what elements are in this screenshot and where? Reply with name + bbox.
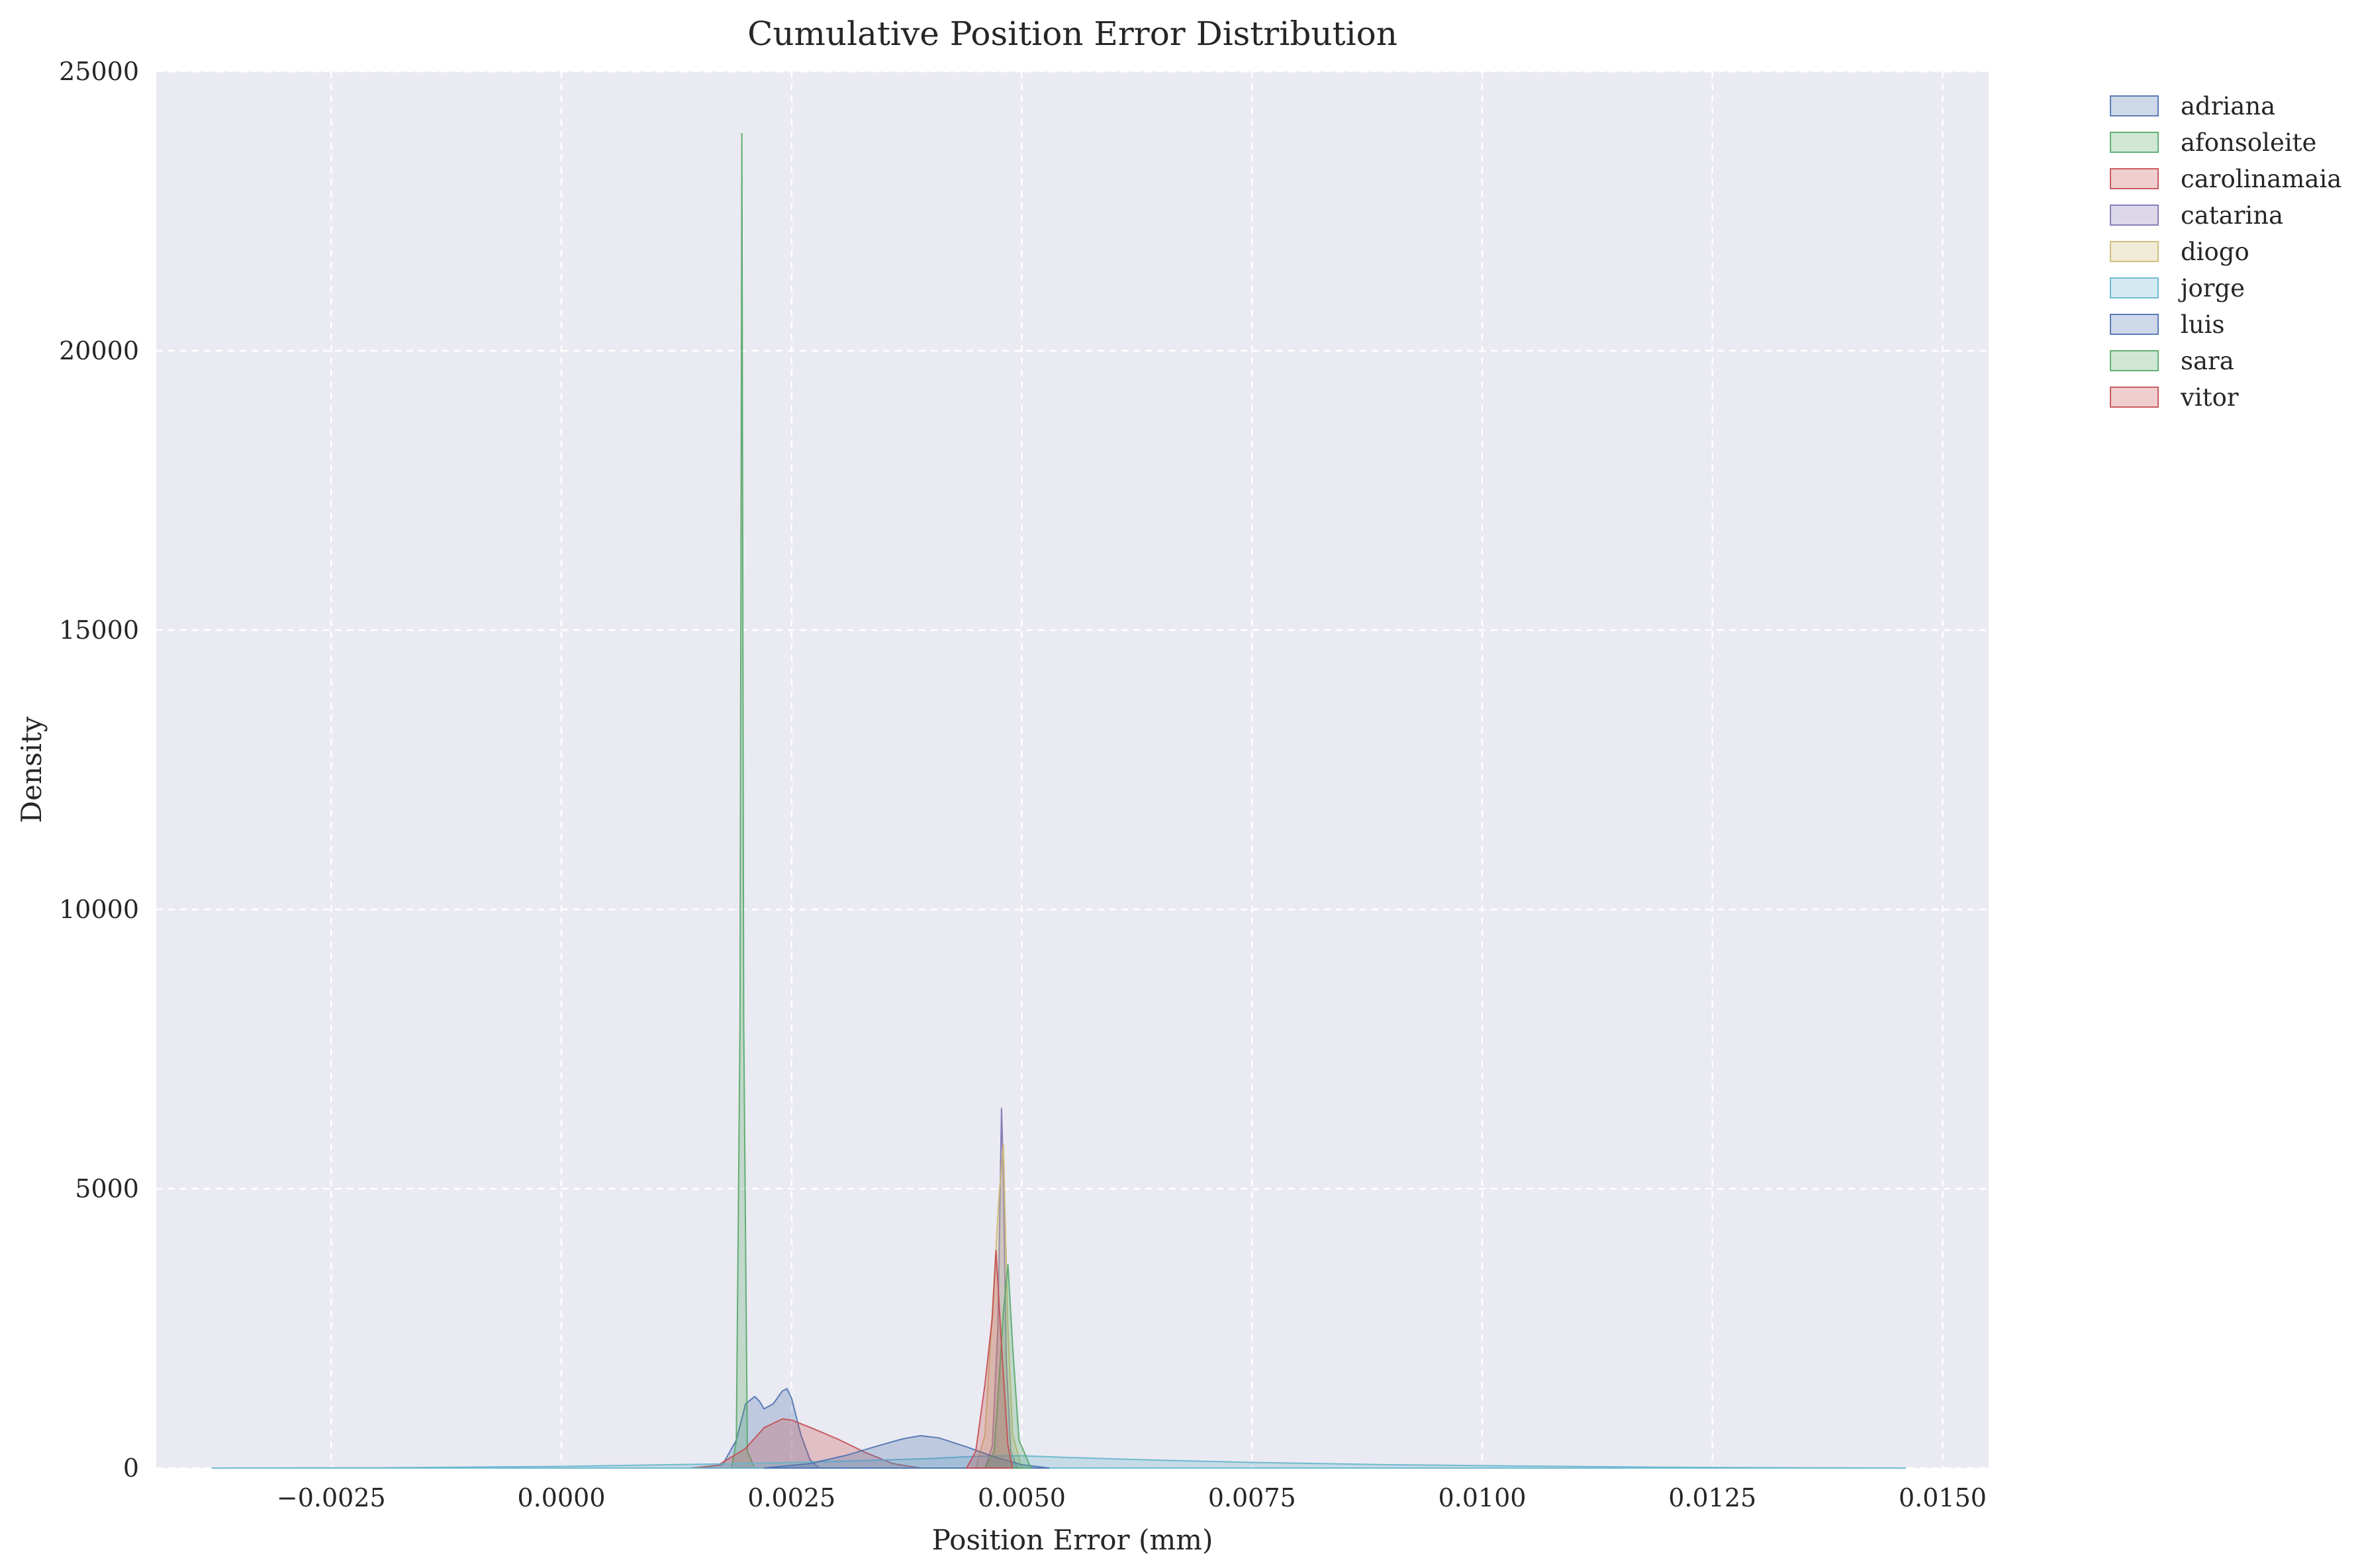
series-area-jorge — [211, 1455, 1906, 1469]
series-group — [211, 132, 1906, 1469]
legend-swatch — [2110, 277, 2159, 299]
x-tick-label: 0.0075 — [1208, 1483, 1296, 1512]
legend-label: diogo — [2181, 238, 2249, 266]
series-area-vitor — [965, 1250, 1014, 1469]
y-axis-ticks: 0 5000 10000 15000 20000 25000 — [59, 57, 139, 1483]
legend-swatch — [2110, 387, 2159, 408]
x-axis-ticks: −0.0025 0.0000 0.0025 0.0050 0.0075 0.0100 0.0… — [277, 1483, 1987, 1512]
series-area-adriana — [699, 1387, 822, 1469]
y-tick-label: 15000 — [59, 616, 139, 645]
x-tick-label: 0.0000 — [518, 1483, 606, 1512]
y-tick-label: 20000 — [59, 336, 139, 365]
legend-label: jorge — [2178, 274, 2245, 302]
series-area-afonsoleite — [731, 132, 756, 1469]
y-tick-label: 25000 — [59, 57, 139, 86]
y-tick-label: 5000 — [75, 1174, 139, 1203]
legend-swatch — [2110, 350, 2159, 371]
series-area-carolinamaia — [690, 1418, 921, 1469]
legend-item-jorge: jorge — [2110, 274, 2245, 302]
x-tick-label: −0.0025 — [277, 1483, 386, 1512]
legend-swatch — [2110, 314, 2159, 335]
x-tick-label: 0.0150 — [1899, 1483, 1987, 1512]
legend-label: carolinamaia — [2181, 165, 2341, 193]
chart-title: Cumulative Position Error Distribution — [747, 15, 1397, 53]
legend-item-adriana: adriana — [2110, 92, 2275, 120]
series-area-sara — [984, 1264, 1032, 1469]
legend-label: catarina — [2181, 201, 2283, 230]
legend-label: luis — [2181, 310, 2224, 339]
legend-label: afonsoleite — [2181, 128, 2316, 157]
legend-swatch — [2110, 168, 2159, 189]
legend-label: adriana — [2181, 92, 2275, 120]
series-area-luis — [763, 1435, 1050, 1469]
y-axis-label: Density — [15, 716, 48, 823]
legend-label: vitor — [2180, 383, 2239, 412]
legend-item-sara: sara — [2110, 347, 2234, 375]
x-tick-label: 0.0125 — [1668, 1483, 1756, 1512]
x-tick-label: 0.0100 — [1438, 1483, 1526, 1512]
legend-item-diogo: diogo — [2110, 238, 2249, 266]
y-tick-label: 10000 — [59, 895, 139, 924]
legend-item-luis: luis — [2110, 310, 2224, 339]
x-tick-label: 0.0050 — [978, 1483, 1066, 1512]
legend-item-afonsoleite: afonsoleite — [2110, 128, 2316, 157]
legend-swatch — [2110, 132, 2159, 153]
legend-item-catarina: catarina — [2110, 201, 2283, 230]
legend-label: sara — [2181, 347, 2234, 375]
legend-item-vitor: vitor — [2110, 383, 2239, 412]
legend-swatch — [2110, 205, 2159, 226]
legend-swatch — [2110, 241, 2159, 262]
legend: adriana afonsoleite carolinamaia catarina di… — [2110, 92, 2341, 412]
y-tick-label: 0 — [123, 1453, 139, 1483]
legend-swatch — [2110, 95, 2159, 116]
x-tick-label: 0.0025 — [747, 1483, 835, 1512]
x-axis-label: Position Error (mm) — [932, 1524, 1213, 1556]
legend-item-carolinamaia: carolinamaia — [2110, 165, 2341, 193]
plot-area — [156, 71, 1989, 1468]
